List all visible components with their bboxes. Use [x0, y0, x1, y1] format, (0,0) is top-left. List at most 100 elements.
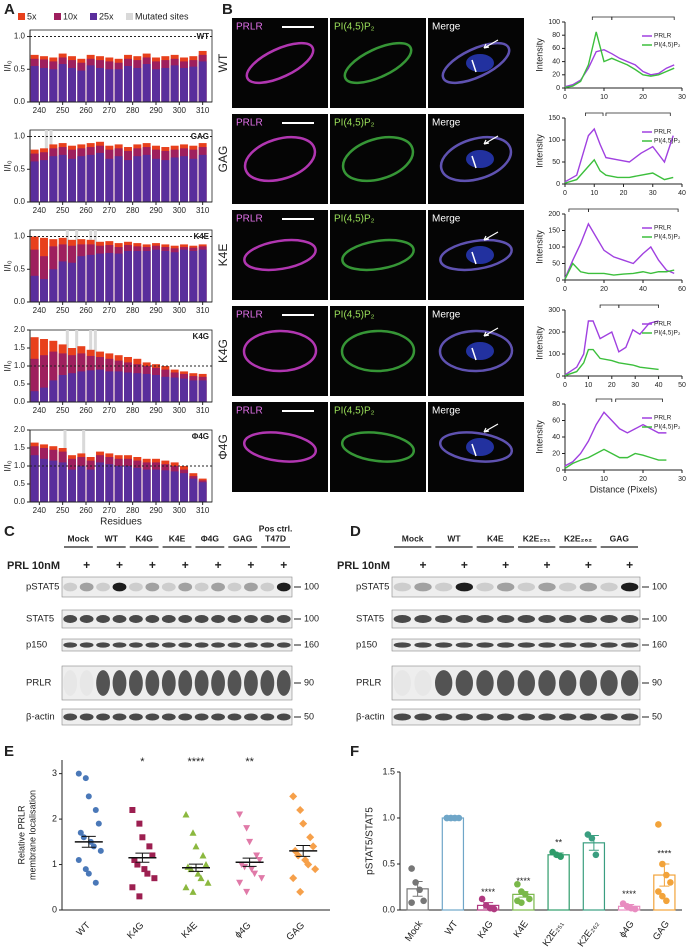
y-tick-label: 2.0	[14, 425, 26, 434]
x-tick-label: 0	[563, 190, 567, 197]
x-tick-label: 300	[173, 206, 187, 215]
profile-line	[564, 262, 675, 280]
band	[244, 670, 258, 696]
nucleus	[466, 342, 494, 360]
cell	[245, 41, 315, 85]
y-tick-label: 60	[552, 45, 560, 52]
legend-label: 5x	[27, 11, 37, 21]
x-tick-label: 40	[678, 190, 686, 197]
y-tick-label: 0.5	[14, 379, 26, 388]
x-tick-label: 20	[620, 190, 628, 197]
legend-label: Mutated sites	[135, 11, 189, 21]
band	[455, 642, 474, 648]
band	[496, 713, 515, 721]
data-point	[296, 806, 305, 814]
bar	[142, 373, 151, 402]
bar	[161, 376, 170, 402]
data-point	[136, 820, 143, 827]
bar	[189, 250, 198, 302]
arrow	[483, 39, 499, 49]
x-tick-label: 310	[196, 306, 210, 315]
legend-swatch	[90, 13, 97, 20]
band	[161, 582, 176, 592]
band	[161, 713, 176, 721]
data-point	[144, 870, 151, 877]
band	[455, 713, 474, 721]
chart-label: K4E	[193, 232, 209, 241]
y-axis-label: Intensity	[534, 230, 544, 264]
size-marker: 160	[304, 639, 319, 649]
x-tick-label: K4G	[476, 919, 496, 941]
row-label: β-actin	[26, 712, 55, 723]
y-tick-label: 300	[548, 307, 560, 314]
band	[145, 615, 160, 623]
nucleus	[466, 150, 494, 168]
lane-label: K4E	[169, 533, 186, 543]
x-tick-label: 30	[678, 94, 686, 101]
data-point	[522, 891, 529, 898]
data-point	[246, 838, 254, 846]
bar	[124, 66, 132, 102]
profile-line	[564, 31, 675, 89]
band	[227, 670, 242, 696]
nucleus	[466, 438, 494, 456]
cell	[441, 41, 511, 85]
data-point	[258, 875, 266, 882]
x-tick-label: 290	[149, 306, 163, 315]
bracket	[615, 398, 663, 402]
band	[211, 670, 225, 696]
bar	[142, 469, 151, 502]
data-point	[77, 829, 84, 836]
x-tick-label: 280	[126, 206, 140, 215]
x-tick-label: K4E	[179, 920, 199, 940]
bar	[30, 66, 39, 102]
data-point	[75, 770, 82, 777]
column-label: Merge	[432, 22, 461, 33]
cell	[438, 329, 514, 373]
x-tick-label: K4E	[512, 919, 531, 940]
x-tick-label: 10	[585, 382, 593, 389]
data-point	[241, 863, 249, 871]
bar	[189, 380, 198, 402]
data-point	[90, 843, 97, 850]
row-label: STAT5	[356, 614, 384, 625]
band	[145, 582, 160, 592]
error-bar	[296, 844, 311, 857]
treatment-sign: +	[149, 558, 156, 572]
band	[260, 582, 275, 592]
x-tick-label: 260	[79, 306, 93, 315]
y-tick-label: 0	[556, 467, 560, 474]
band	[538, 713, 556, 721]
band	[414, 670, 431, 696]
x-tick-label: ϕ4G	[233, 920, 254, 941]
data-point	[189, 829, 197, 836]
y-tick-label: 0.5	[382, 858, 395, 868]
band	[414, 642, 432, 648]
y-tick-label: 0	[52, 904, 57, 914]
error-bar	[135, 852, 150, 863]
chart-label: Φ4G	[192, 432, 209, 441]
bar	[152, 249, 160, 302]
y-tick-label: 1	[52, 859, 57, 869]
data-point	[182, 883, 190, 891]
band	[63, 713, 78, 721]
bar	[96, 369, 104, 402]
blot-strip	[61, 708, 293, 726]
data-point	[129, 807, 136, 813]
data-point	[92, 807, 99, 813]
row-label: Φ4G	[216, 434, 230, 460]
band	[161, 670, 176, 696]
bracket	[611, 16, 675, 20]
x-tick-label: 300	[173, 506, 187, 515]
column-label: PI(4,5)P₂	[334, 406, 375, 417]
bar	[30, 275, 39, 302]
y-axis-label: Intensity	[534, 38, 544, 72]
band	[476, 670, 494, 696]
band	[517, 615, 536, 623]
treatment-sign: +	[182, 558, 189, 572]
bar	[77, 466, 86, 502]
micrograph	[232, 210, 328, 300]
data-point	[129, 884, 136, 891]
lane-label: GAG	[610, 533, 630, 543]
bar	[58, 154, 67, 202]
